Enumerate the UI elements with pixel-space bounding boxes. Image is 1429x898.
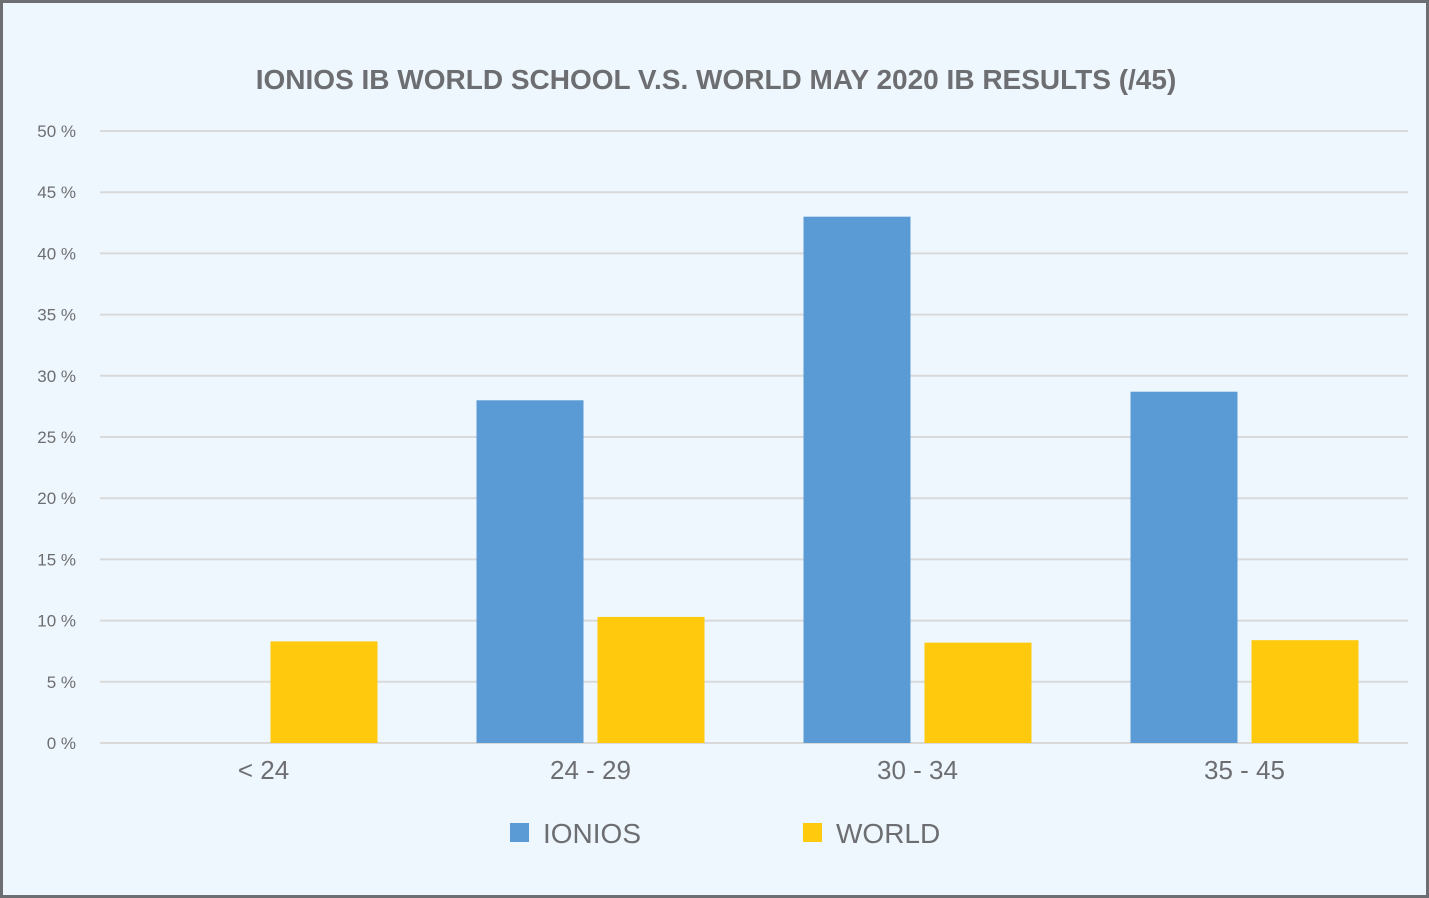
- bar-ionios: [803, 216, 911, 743]
- bar-ionios: [1130, 391, 1238, 743]
- y-tick-label: 30 %: [37, 367, 76, 386]
- legend: IONIOS WORLD: [510, 818, 940, 849]
- x-category-label: < 24: [238, 755, 289, 785]
- x-axis-categories: < 24 24 - 29 30 - 34 35 - 45: [238, 755, 1285, 785]
- legend-label-ionios: IONIOS: [543, 818, 641, 849]
- y-tick-label: 20 %: [37, 489, 76, 508]
- y-tick-label: 50 %: [37, 122, 76, 141]
- bars: [270, 216, 1359, 743]
- y-tick-label: 5 %: [47, 673, 76, 692]
- y-axis-ticks: 0 % 5 % 10 % 15 % 20 % 25 % 30 % 35 % 40 % 45 % 50…: [37, 122, 76, 753]
- x-category-label: 24 - 29: [550, 755, 631, 785]
- y-tick-label: 35 %: [37, 306, 76, 325]
- y-tick-label: 10 %: [37, 612, 76, 631]
- bar-ionios: [476, 400, 584, 743]
- y-tick-label: 40 %: [37, 244, 76, 263]
- bar-world: [597, 616, 705, 743]
- chart-title: IONIOS IB WORLD SCHOOL V.S. WORLD MAY 20…: [256, 64, 1177, 95]
- bar-world: [924, 642, 1032, 743]
- bar-world: [1251, 640, 1359, 743]
- y-tick-label: 0 %: [47, 734, 76, 753]
- bar-chart: IONIOS IB WORLD SCHOOL V.S. WORLD MAY 20…: [37, 64, 1408, 849]
- bar-world: [270, 641, 378, 743]
- y-tick-label: 45 %: [37, 183, 76, 202]
- y-tick-label: 15 %: [37, 550, 76, 569]
- legend-label-world: WORLD: [836, 818, 940, 849]
- x-category-label: 35 - 45: [1204, 755, 1285, 785]
- legend-swatch-ionios: [510, 823, 529, 842]
- y-tick-label: 25 %: [37, 428, 76, 447]
- x-category-label: 30 - 34: [877, 755, 958, 785]
- legend-swatch-world: [803, 823, 822, 842]
